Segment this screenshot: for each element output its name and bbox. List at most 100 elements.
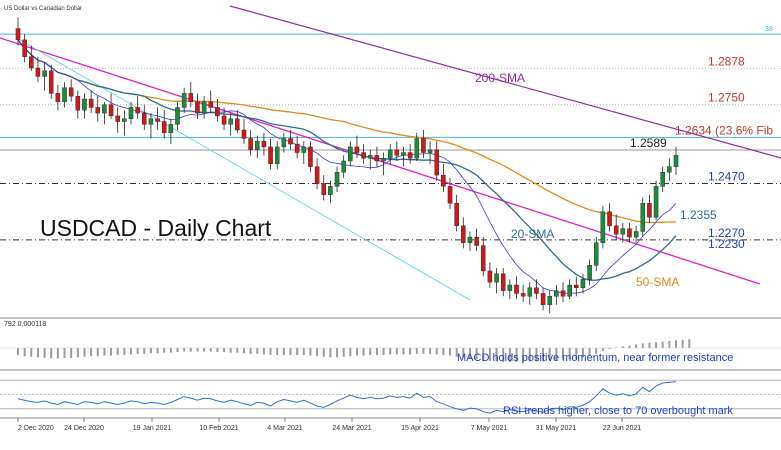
macd-bars [0,339,781,362]
macd-bar [648,342,651,348]
candle-body [613,225,619,235]
macd-bar [189,348,192,352]
level-label-0: 38 [765,26,773,33]
candle-body [354,146,360,153]
candle-body [55,93,61,103]
macd-bar [442,348,445,355]
macd-bar [415,348,418,354]
candle-body [374,155,380,162]
candle-body [274,146,280,165]
macd-bar [342,348,345,357]
macd-bar [621,346,624,348]
macd-bar [229,348,232,353]
macd-bar [395,348,398,355]
macd-bar [63,348,66,358]
macd-bar [276,348,279,355]
candle-body [188,93,194,103]
macd-bar [30,348,33,357]
macd-bar [17,348,19,355]
candle-body [334,172,340,187]
macd-bar [528,348,531,362]
candlesticks [15,17,679,314]
macd-bar [209,348,212,352]
candle-body [633,231,639,238]
sma10-line [17,39,677,294]
macd-bar [548,348,551,361]
lower-trendline [19,39,471,301]
x-tick-label: 10 Feb 2021 [199,425,238,432]
macd-bar [196,348,199,352]
candle-body [142,112,147,125]
macd-bar [508,348,511,362]
x-tick-label: 7 May 2021 [471,425,508,432]
macd-bar [482,348,485,361]
candle-body [48,70,54,94]
candle-body [620,228,626,235]
x-tick-label: 15 Apr 2021 [401,425,439,432]
candle-body [673,155,679,167]
candle-body [361,152,366,159]
macd-bar [515,348,518,362]
macd-bar [449,348,452,356]
candle-body [155,118,160,122]
candle-body [368,155,373,159]
candle-body [381,157,386,162]
candle-body [653,186,659,218]
rsi-line [0,379,781,414]
candle-body [527,287,533,297]
candle-body [587,265,592,280]
sma200-label: 200-SMA [475,71,525,85]
macd-bar [661,341,664,348]
candle-body [447,186,453,204]
macd-bar [349,348,352,357]
macd-bar [435,348,438,355]
macd-bar [242,348,245,354]
candle-body [554,290,559,297]
candle-body [294,143,300,153]
candle-body [35,67,41,77]
chart-title: USDCAD - Daily Chart [40,215,272,241]
macd-bar [309,348,312,356]
macd-bar [329,348,332,358]
macd-bar [136,348,139,354]
macd-bar [156,348,159,354]
macd-bar [149,348,152,354]
macd-bar [522,348,525,362]
x-tick-label: 19 Jan 2021 [133,425,172,432]
macd-bar [249,348,252,354]
macd-bar [562,348,565,360]
macd-bar [216,348,219,353]
x-tick-label: 22 Jun 2021 [603,425,642,432]
macd-bar [289,348,292,355]
descending-trendline [0,37,761,285]
sma20-label: 20-SMA [511,227,554,241]
macd-bar [163,348,166,353]
price-panel: 38 1.2878 1.2750 1.2634 (23.6% Fib 1.2589 1.2… [0,5,781,314]
macd-bar [608,348,611,350]
candle-body [567,284,572,297]
candle-body [128,107,134,119]
macd-bar [110,348,113,356]
candle-body [241,129,247,139]
level-label-7: 1.2230 [708,237,745,251]
candle-body [394,149,400,156]
candle-body [115,115,120,122]
rsi-annotation: RSI trends higher, close to 70 overbough… [503,405,733,417]
candle-body [580,279,586,289]
level-label-6: 1.2270 [708,226,745,240]
level-1-2355-label: 1.2355 [680,208,717,222]
macd-bar [76,348,79,358]
macd-bar [542,348,545,362]
macd-bar [90,348,93,357]
macd-bar [302,348,305,355]
candle-body [407,152,413,159]
candle-body [168,124,174,134]
candle-body [540,293,546,305]
rsi-panel: RSI trends higher, close to 70 overbough… [0,379,781,417]
candle-body [560,290,566,297]
candle-body [574,284,579,289]
macd-bar [402,348,405,355]
candle-body [268,146,273,165]
x-tick-label: 4 Mar 2021 [267,425,303,432]
candle-body [102,104,107,114]
